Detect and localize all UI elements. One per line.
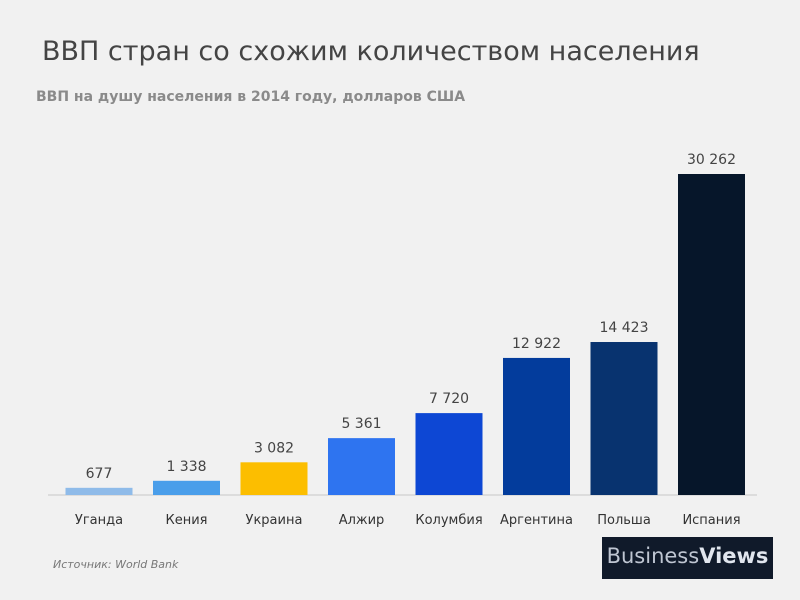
logo-text-views: Views [699, 544, 769, 568]
bar-8 [678, 174, 745, 495]
value-label-8: 30 262 [687, 152, 736, 168]
value-label-6: 12 922 [512, 336, 561, 352]
value-label-4: 5 361 [341, 416, 381, 432]
source-note: Источник: World Bank [53, 558, 179, 571]
logo-text-business: Business [606, 544, 700, 568]
value-label-5: 7 720 [429, 391, 469, 407]
bar-3 [240, 462, 308, 495]
bar-6 [503, 357, 570, 495]
category-label-2: Кения [166, 513, 208, 528]
category-label-5: Колумбия [415, 513, 482, 528]
bar-5 [415, 413, 483, 495]
bar-4 [328, 438, 395, 495]
bar-7 [590, 342, 658, 495]
businessviews-logo: BusinessViews [602, 537, 773, 579]
bar-2 [153, 480, 220, 495]
value-label-7: 14 423 [600, 320, 649, 336]
chart-subtitle: ВВП на душу населения в 2014 году, долла… [36, 89, 466, 105]
category-label-6: Аргентина [500, 513, 573, 528]
bar-1 [65, 487, 133, 495]
category-label-4: Алжир [339, 513, 385, 528]
bars-group [65, 174, 745, 495]
value-label-2: 1 338 [166, 459, 206, 475]
category-label-1: Уганда [75, 513, 123, 528]
category-labels-group: Уганда Кения Украина Алжир Колумбия Аргентина… [75, 513, 741, 528]
category-label-7: Польша [597, 513, 651, 528]
category-label-8: Испания [682, 513, 740, 528]
value-label-3: 3 082 [254, 440, 294, 456]
category-label-3: Украина [246, 513, 303, 528]
value-labels-group: 677 1 338 3 082 5 361 7 720 12 922 14 423 30 26… [86, 152, 736, 482]
chart-title: ВВП стран со схожим количеством населени… [42, 36, 700, 67]
value-label-1: 677 [86, 466, 113, 482]
